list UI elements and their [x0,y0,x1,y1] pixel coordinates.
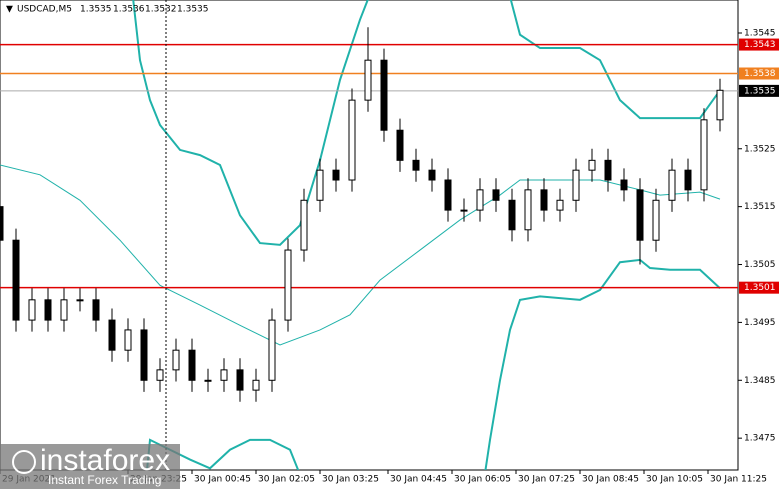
ohlc-close: 1.3535 [177,5,209,15]
candle-body [476,189,484,211]
candle-body [572,169,580,201]
candle-body [668,169,676,201]
x-tick-label: 30 Jan 06:05 [454,475,511,485]
y-tick-label: 1.3515 [744,202,776,212]
y-tick-label: 1.3545 [744,28,776,38]
candle-body [300,199,308,251]
price-label: 1.3501 [744,283,776,293]
price-label: 1.3543 [744,40,776,50]
candle-body [28,299,36,321]
y-tick-label: 1.3495 [744,318,776,328]
x-tick-label: 30 Jan 07:25 [518,475,575,485]
candle-body [108,319,116,351]
ohlc-open: 1.3535 [80,5,112,15]
candle-body [44,299,52,321]
candle-body [172,349,180,371]
symbol: USDCAD,M5 [17,5,72,15]
candle-body [444,179,452,211]
candle-body [684,169,692,191]
band-line [132,0,721,246]
candle-body [348,99,356,181]
candle-body [0,206,4,241]
candle-body [124,329,132,351]
candle-body [524,189,532,231]
candle-body [492,189,500,201]
candle-body [316,169,324,201]
watermark-tagline: Instant Forex Trading [48,473,161,487]
candle-body [220,369,228,381]
x-tick-label: 30 Jan 10:05 [646,475,703,485]
x-tick-label: 30 Jan 08:45 [582,475,639,485]
candle-body [588,159,596,171]
candle-body [460,209,468,212]
price-label-bg [739,67,779,80]
dropdown-icon: ▼ [6,5,13,15]
candle-body [60,299,68,321]
candle-body [268,319,276,381]
y-tick-label: 1.3525 [744,144,776,154]
candle-body [604,159,612,181]
header: ▼ USDCAD,M5 1.3535 1.3536 1.3532 1.3535 [6,5,209,15]
candle-body [428,169,436,181]
watermark-brand: instaforex [40,444,170,477]
watermark-bg [0,444,180,489]
price-label: 1.3538 [744,69,776,79]
candle-body [364,59,372,101]
candle-body [284,249,292,321]
x-tick-label: 30 Jan 00:45 [194,475,251,485]
y-tick-label: 1.3475 [744,434,776,444]
candle-body [636,189,644,241]
plot-area [0,0,738,470]
ohlc-high: 1.3536 [113,5,145,15]
y-tick-label: 1.3485 [744,376,776,386]
x-tick-label: 30 Jan 04:45 [390,475,447,485]
candle-body [140,329,148,381]
candle-body [332,169,340,181]
price-label-bg [739,281,779,294]
candle-body [156,369,164,381]
candle-body [252,379,260,391]
watermark: instaforex Instant Forex Trading [0,444,180,489]
candle-body [508,199,516,231]
candle-body [716,89,724,121]
candle-body [92,299,100,321]
candle-body [380,59,388,131]
candle-body [12,239,20,321]
y-tick-label: 1.3505 [744,260,776,270]
candle-body [188,349,196,381]
candle-body [76,299,84,302]
x-tick-label: 30 Jan 11:25 [710,475,767,485]
x-tick-label: 30 Jan 02:05 [258,475,315,485]
candle-body [204,379,212,382]
candle-body [556,199,564,211]
price-label-bg [739,84,779,97]
candle-body [700,119,708,191]
candle-body [540,189,548,211]
candle-body [652,199,660,241]
candle-body [412,159,420,171]
candle-body [236,369,244,391]
ohlc-low: 1.3532 [145,5,177,15]
candle-body [620,179,628,191]
price-label: 1.3535 [744,86,776,96]
price-label-bg [739,38,779,51]
watermark-logo [12,450,36,474]
candle-body [396,129,404,161]
x-tick-label: 30 Jan 03:25 [322,475,379,485]
